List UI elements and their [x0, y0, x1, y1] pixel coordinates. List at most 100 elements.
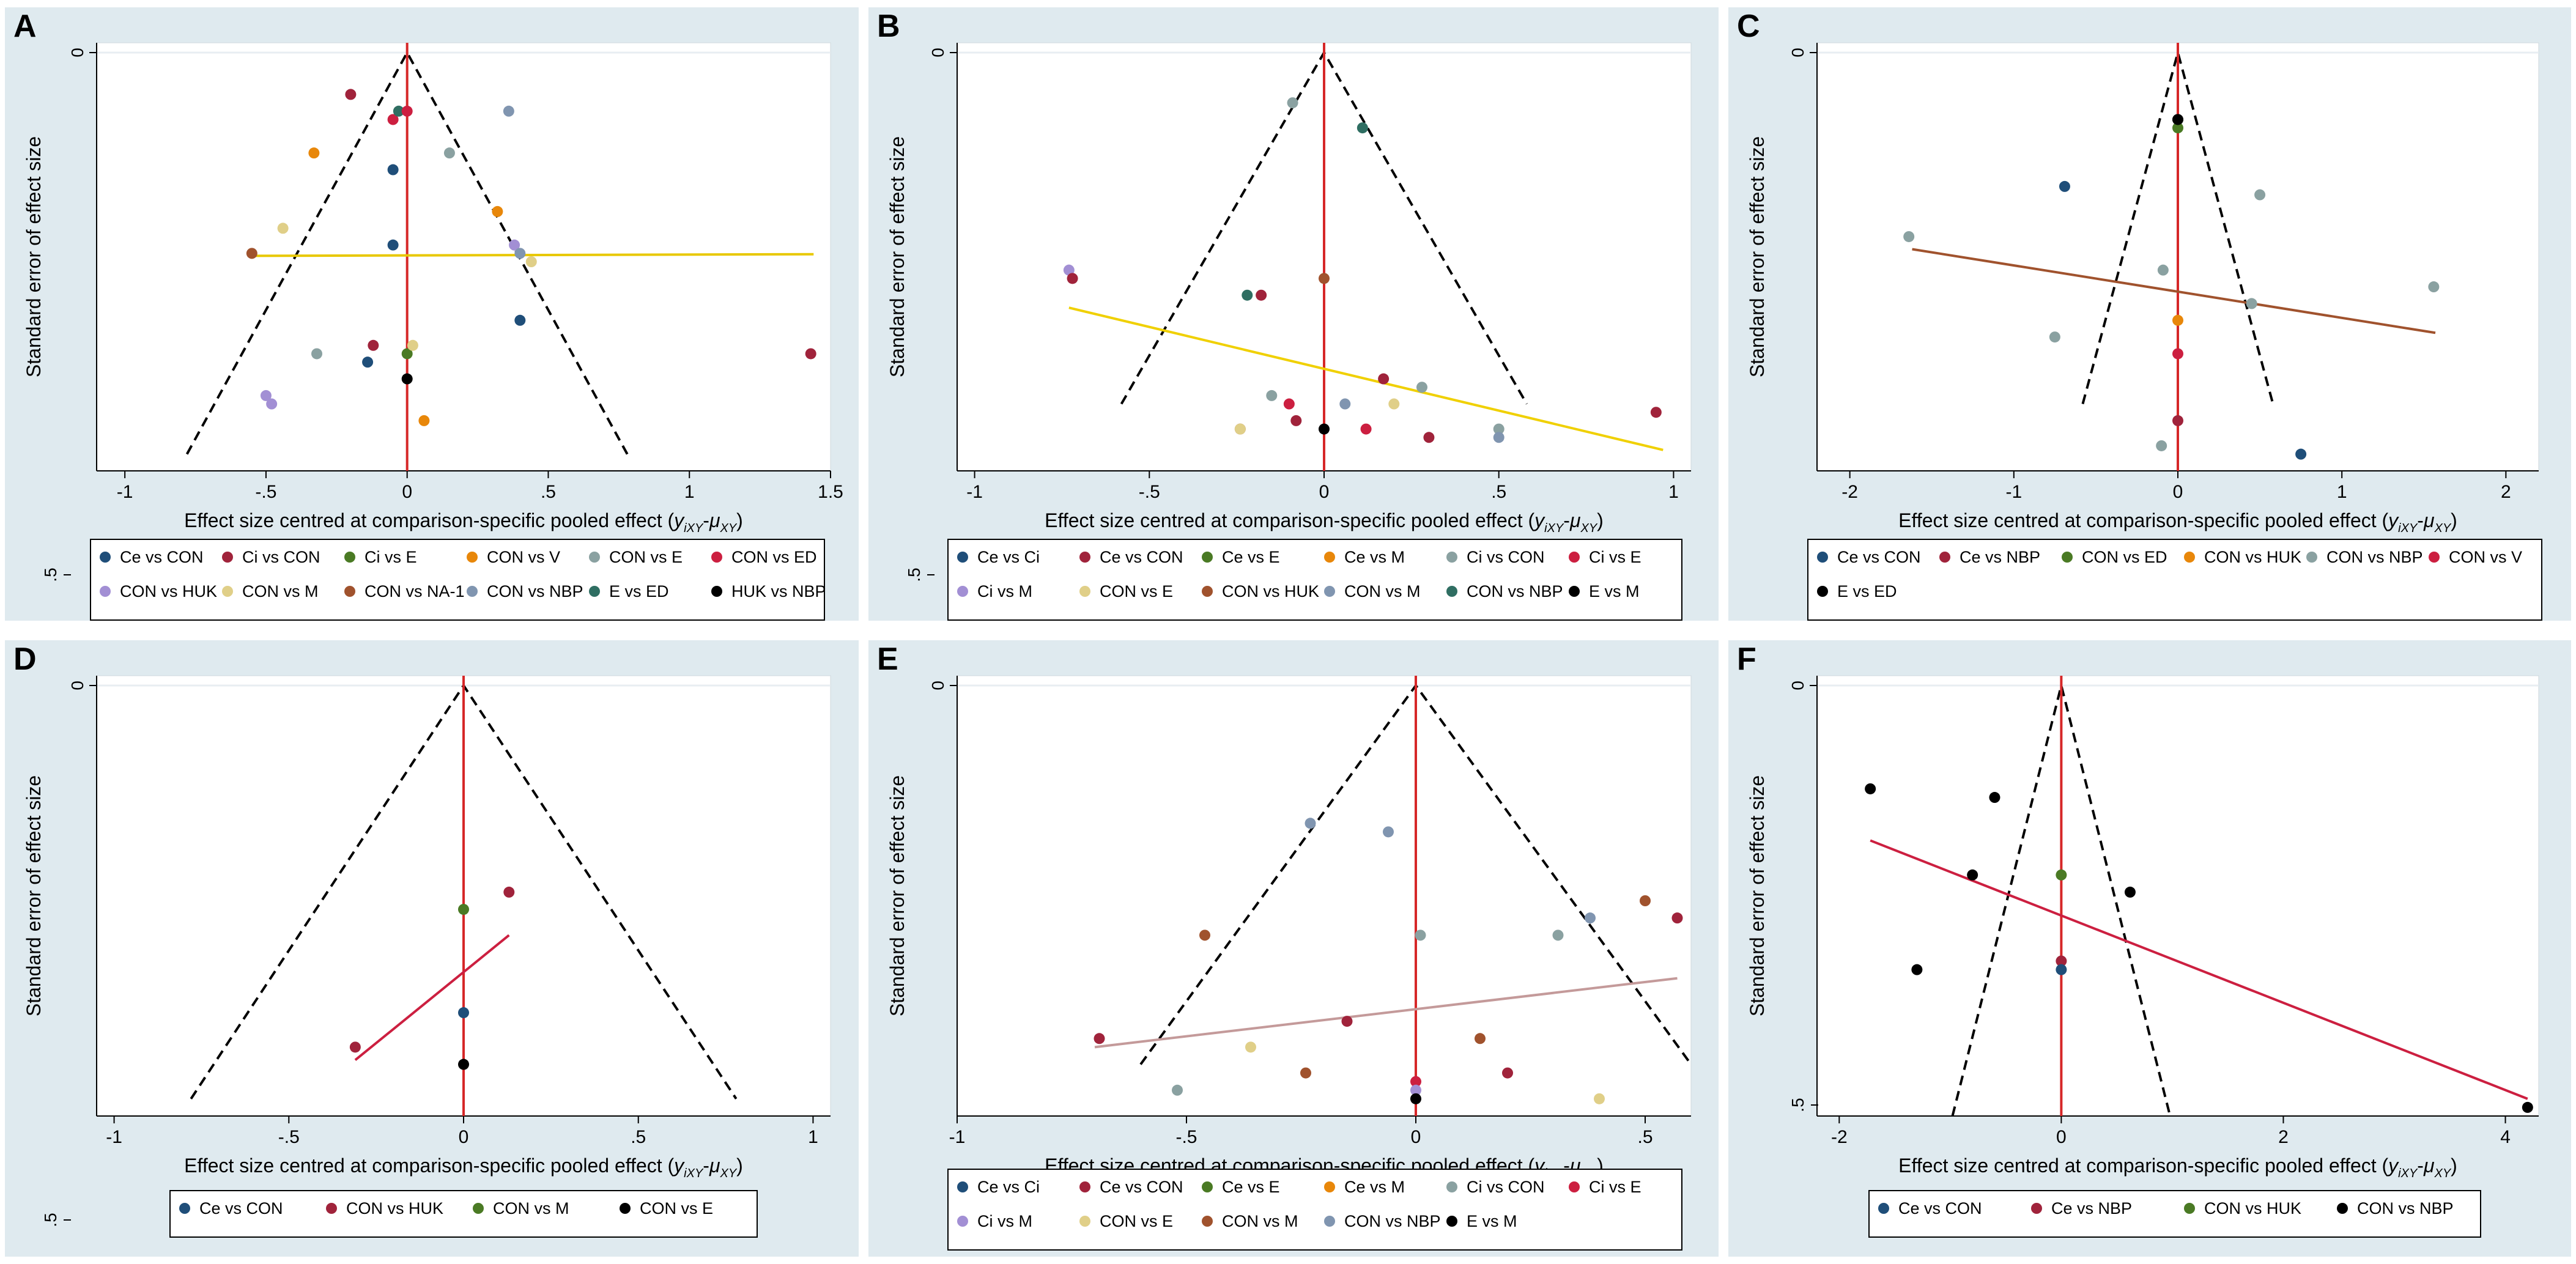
legend-item: Ci vs CON	[1446, 548, 1545, 566]
data-point	[1234, 423, 1246, 435]
legend-label: CON vs NBP	[2357, 1199, 2454, 1218]
legend-marker	[467, 586, 478, 597]
x-axis-label: Effect size centred at comparison-specif…	[184, 509, 743, 535]
legend-item: CON vs NBP	[467, 582, 583, 601]
regression-line	[354, 934, 510, 1062]
x-tick-label: -1	[966, 482, 983, 502]
legend-label: CON vs V	[487, 548, 560, 566]
funnel-line	[2081, 48, 2274, 405]
legend: Ce vs Ci Ce vs CON Ce vs E Ce vs M Ci vs CON…	[947, 1169, 1682, 1251]
x-tick-label: -.5	[255, 482, 276, 502]
legend-marker	[1079, 552, 1090, 563]
legend-item: CON vs NBP	[1446, 582, 1563, 601]
data-point	[503, 886, 515, 898]
legend-label: Ci vs E	[1589, 548, 1641, 566]
legend-item: E vs M	[1569, 582, 1640, 601]
data-point	[2056, 955, 2067, 967]
legend-marker	[1446, 586, 1457, 597]
y-tick-label: 0	[68, 48, 87, 57]
data-point	[1266, 390, 1278, 401]
data-point	[387, 239, 399, 251]
data-point	[1290, 415, 1302, 426]
y-tick-label: .5	[1788, 1098, 1807, 1112]
data-point	[1671, 912, 1683, 924]
y-axis-label: Standard error of effect size	[1746, 775, 1768, 1016]
data-point	[2124, 886, 2136, 898]
legend-item: Ce vs CON	[100, 548, 204, 566]
legend-label: CON vs NA-1	[365, 582, 465, 601]
legend-label: Ci vs CON	[242, 548, 320, 566]
legend-item: Ce vs CON	[1878, 1199, 1982, 1218]
data-point	[805, 348, 816, 360]
legend-item: Ce vs M	[1324, 548, 1405, 566]
data-point	[525, 256, 537, 267]
data-point	[2172, 314, 2183, 326]
legend-item: Ce vs NBP	[2031, 1199, 2132, 1218]
data-point	[1903, 231, 1915, 242]
legend-item: Ci vs M	[957, 582, 1032, 601]
data-point	[1383, 826, 1394, 838]
x-tick-label: 2	[2278, 1127, 2289, 1147]
legend-label: CON vs ED	[2082, 548, 2167, 566]
legend-label: Ce vs CON	[1837, 548, 1921, 566]
legend: Ce vs CON CON vs HUK CON vs M CON vs E	[169, 1190, 758, 1238]
legend-marker	[1817, 586, 1828, 597]
legend-label: Ce vs CON	[1100, 1178, 1183, 1196]
legend-item: CON vs NBP	[2337, 1199, 2454, 1218]
legend-label: Ci vs E	[365, 548, 417, 566]
legend-marker	[1817, 552, 1828, 563]
legend-marker	[1324, 586, 1335, 597]
plot-area	[96, 42, 831, 471]
legend-marker	[1202, 1216, 1213, 1227]
regression-line	[1912, 248, 2436, 334]
legend-item: Ce vs CON	[1079, 1178, 1183, 1196]
legend-label: Ce vs Ci	[977, 1178, 1040, 1196]
data-point	[2295, 448, 2307, 460]
legend-item: CON vs ED	[2062, 548, 2167, 566]
data-point	[2049, 331, 2060, 343]
legend-item: CON vs NBP	[2306, 548, 2423, 566]
x-tick-label: -1	[949, 1127, 966, 1147]
legend-item: Ce vs Ci	[957, 1178, 1040, 1196]
data-point	[1585, 912, 1596, 924]
legend-box	[90, 539, 825, 621]
legend-item: E vs ED	[589, 582, 669, 601]
data-point	[458, 904, 469, 915]
legend-label: CON vs M	[1344, 582, 1421, 601]
data-point	[1493, 423, 1505, 435]
y-axis-label: Standard error of effect size	[23, 136, 45, 377]
legend-item: CON vs M	[473, 1199, 569, 1218]
data-point	[1360, 423, 1372, 435]
panel-letter: C	[1737, 9, 1760, 44]
y-tick-label: 0	[928, 681, 947, 690]
legend-marker	[2062, 552, 2073, 563]
legend-marker	[1324, 1181, 1335, 1192]
data-point	[1300, 1067, 1311, 1079]
legend-item: Ce vs NBP	[1939, 548, 2040, 566]
data-point	[1475, 1033, 1486, 1044]
x-tick-label: 1	[2337, 482, 2347, 502]
panel-e: E 0 Standard error of effect size -1 -.5 0 .5 E…	[868, 640, 1719, 1257]
legend-label: Ce vs CON	[120, 548, 204, 566]
legend-item: CON vs M	[1202, 1212, 1298, 1230]
panel-c: C 0 Standard error of effect size -2 -1 0 1 2 Ef…	[1728, 7, 2571, 621]
data-point	[1242, 289, 1253, 301]
data-point	[1410, 1084, 1421, 1096]
data-point	[1356, 122, 1368, 134]
legend-label: E vs ED	[1837, 582, 1897, 601]
legend-marker	[473, 1203, 484, 1214]
legend-item: CON vs M	[222, 582, 319, 601]
legend-marker	[1569, 1181, 1580, 1192]
data-point	[509, 239, 520, 251]
data-point	[418, 415, 430, 426]
legend-item: Ce vs CON	[179, 1199, 283, 1218]
data-point	[401, 373, 413, 385]
data-point	[2246, 298, 2257, 309]
data-point	[368, 339, 379, 351]
legend-item: CON vs HUK	[326, 1199, 443, 1218]
data-point	[443, 147, 455, 159]
legend-marker	[100, 586, 111, 597]
y-tick-label: .5	[41, 1213, 60, 1227]
panel-d: D 0 .5 Standard error of effect size -1 -.5 0.…	[5, 640, 859, 1257]
